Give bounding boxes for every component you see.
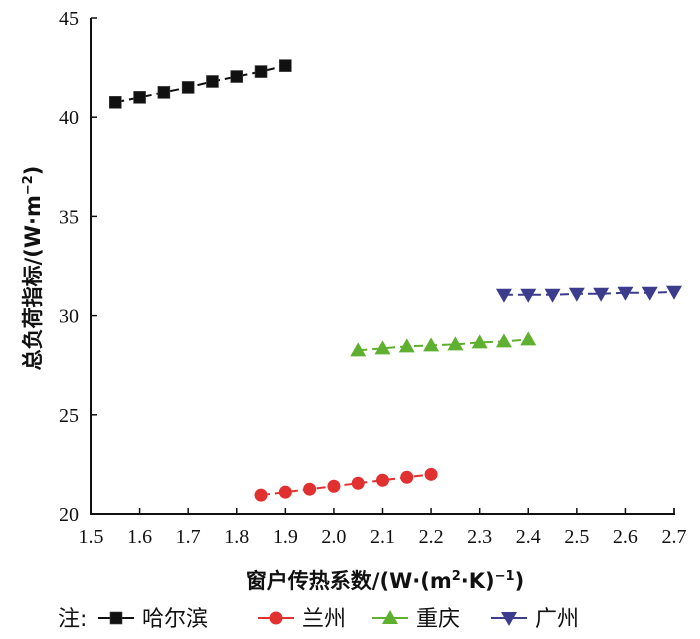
data-point (520, 288, 537, 303)
data-point (447, 336, 464, 351)
x-tick-label: 2.1 (370, 526, 395, 548)
legend-label: 哈尔滨 (142, 607, 208, 632)
y-axis-title-sup: −2 (21, 175, 36, 195)
data-point (666, 285, 682, 300)
legend-marker (269, 611, 283, 625)
series-circle (254, 467, 438, 502)
x-tick-label: 1.8 (224, 526, 249, 548)
legend-prefix: 注: (58, 607, 87, 632)
data-point (495, 288, 512, 303)
x-tick-label: 1.5 (79, 526, 104, 548)
y-axis-title: 总负荷指标/(W·m−2) (21, 166, 45, 371)
series-layer (108, 59, 682, 502)
data-point (593, 287, 610, 302)
data-point (254, 488, 268, 502)
data-point (278, 485, 292, 499)
x-axis-title-sup1: 2 (452, 569, 461, 584)
x-tick-label: 2.6 (613, 526, 638, 548)
data-point (133, 91, 146, 104)
legend: 注: 哈尔滨 兰州 重庆 广州 (58, 607, 579, 632)
data-point (398, 338, 415, 353)
y-axis-title-end: ) (21, 166, 45, 176)
legend-item: 兰州 (258, 607, 346, 632)
data-point (279, 59, 292, 72)
legend-label: 广州 (535, 607, 579, 632)
data-point (424, 467, 438, 481)
y-tick-label: 40 (59, 107, 79, 129)
x-tick-label: 1.6 (127, 526, 152, 548)
x-tick-label: 1.9 (273, 526, 298, 548)
y-tick-label: 30 (59, 306, 79, 328)
data-point (303, 482, 317, 496)
series-square (108, 59, 292, 109)
series-triangle-down (495, 285, 682, 303)
data-point (374, 340, 391, 355)
x-tick-label: 2.3 (467, 526, 492, 548)
x-tick-label: 2.0 (321, 526, 346, 548)
x-tick-label: 2.4 (516, 526, 541, 548)
data-point (157, 86, 171, 99)
data-point (423, 337, 440, 352)
y-ticks: 20 25 30 35 40 45 (59, 8, 97, 526)
legend-label: 重庆 (416, 607, 460, 632)
x-axis-title-mid: ·K) (461, 569, 495, 593)
legend-item: 哈尔滨 (98, 607, 208, 632)
y-tick-label: 45 (59, 8, 79, 30)
data-point (181, 81, 195, 94)
data-point (544, 288, 561, 303)
legend-item: 广州 (491, 607, 579, 632)
legend-marker (109, 611, 123, 625)
x-tick-label: 2.7 (662, 526, 687, 548)
data-point (617, 286, 634, 301)
data-point (520, 331, 537, 346)
y-tick-label: 20 (59, 504, 79, 526)
legend-label: 兰州 (302, 607, 346, 632)
data-point (350, 342, 367, 357)
data-point (471, 334, 488, 349)
data-point (327, 479, 341, 493)
y-axis-title-main: 总负荷指标/(W·m (21, 195, 45, 370)
data-point (400, 470, 414, 484)
data-point (376, 473, 389, 487)
axes (90, 18, 675, 515)
data-point (495, 333, 512, 348)
x-axis-title-sup2: −1 (495, 569, 515, 584)
data-point (641, 286, 658, 301)
legend-marker (382, 610, 398, 624)
x-tick-label: 1.7 (176, 526, 201, 548)
series-triangle-up (350, 331, 537, 357)
y-tick-label: 25 (59, 405, 79, 427)
legend-marker (501, 612, 517, 626)
legend-item: 重庆 (372, 607, 460, 632)
x-axis-title-end: ) (515, 569, 525, 593)
data-point (568, 287, 585, 302)
x-axis-title: 窗户传热系数/(W·(m2·K)−1) (246, 569, 524, 593)
data-point (254, 65, 268, 78)
x-tick-label: 2.2 (419, 526, 444, 548)
x-axis-title-main: 窗户传热系数/(W·(m (246, 569, 452, 593)
data-point (108, 96, 122, 109)
data-point (230, 70, 244, 83)
y-tick-label: 35 (59, 206, 79, 228)
data-point (351, 476, 365, 490)
x-tick-label: 2.5 (564, 526, 589, 548)
x-ticks: 1.5 1.6 1.7 1.8 1.9 2.0 2.1 2.2 2.3 2.4 2.5 2.6 2.7 (79, 508, 687, 548)
data-point (206, 75, 219, 88)
